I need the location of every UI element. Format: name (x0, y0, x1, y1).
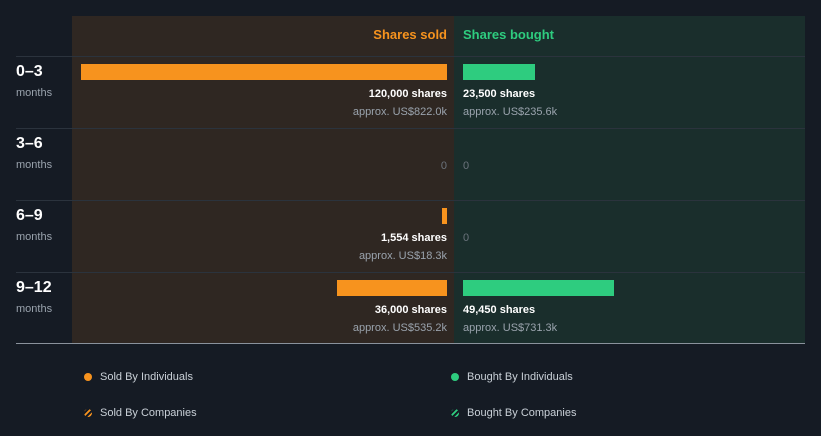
period-label: 9–12 (16, 279, 52, 296)
sold-bar (81, 64, 447, 80)
bought-value-label: approx. US$235.6k (463, 106, 558, 118)
period-row-6-9: 6–9 months 1,554 shares approx. US$18.3k… (0, 200, 821, 272)
chart-baseline (16, 343, 805, 344)
legend-bought-companies: Bought By Companies (467, 407, 577, 419)
legend-sold-companies: Sold By Companies (100, 407, 197, 419)
sold-value-label: approx. US$535.2k (352, 322, 447, 334)
sold-bar (442, 208, 447, 224)
sold-shares-label: 1,554 shares (380, 232, 447, 244)
legend-bought-individuals: Bought By Individuals (467, 371, 573, 383)
row-divider (16, 200, 805, 201)
sold-companies-legend-icon (84, 409, 92, 417)
bought-value-label: approx. US$731.3k (463, 322, 558, 334)
row-divider (16, 128, 805, 129)
sold-bar (337, 280, 447, 296)
period-unit: months (16, 87, 53, 99)
period-label: 3–6 (16, 135, 43, 152)
sold-value-label: approx. US$18.3k (358, 250, 447, 262)
bought-shares-label: 23,500 shares (463, 88, 536, 100)
shares-sold-header: Shares sold (373, 27, 447, 42)
period-row-3-6: 3–6 months 0 0 (0, 128, 821, 200)
period-unit: months (16, 159, 53, 171)
period-row-0-3: 0–3 months 120,000 shares approx. US$822… (0, 56, 821, 128)
period-row-9-12: 9–12 months 36,000 shares approx. US$535… (0, 272, 821, 344)
sold-value-label: approx. US$822.0k (352, 106, 447, 118)
bought-individuals-legend-icon (451, 373, 459, 381)
bought-bar (463, 64, 535, 80)
period-unit: months (16, 303, 53, 315)
sold-shares-label: 36,000 shares (374, 304, 447, 316)
legend-sold-individuals: Sold By Individuals (100, 371, 193, 383)
bought-zero-label: 0 (463, 232, 470, 244)
bought-zero-label: 0 (463, 160, 470, 172)
sold-shares-label: 120,000 shares (368, 88, 447, 100)
period-label: 0–3 (16, 63, 43, 80)
bought-companies-legend-icon (451, 409, 459, 417)
period-label: 6–9 (16, 207, 43, 224)
row-divider (16, 272, 805, 273)
sold-zero-label: 0 (440, 160, 447, 172)
shares-bought-header: Shares bought (463, 27, 555, 42)
bought-shares-label: 49,450 shares (463, 304, 536, 316)
sold-individuals-legend-icon (84, 373, 92, 381)
bought-bar (463, 280, 614, 296)
row-divider (16, 56, 805, 57)
period-unit: months (16, 231, 53, 243)
